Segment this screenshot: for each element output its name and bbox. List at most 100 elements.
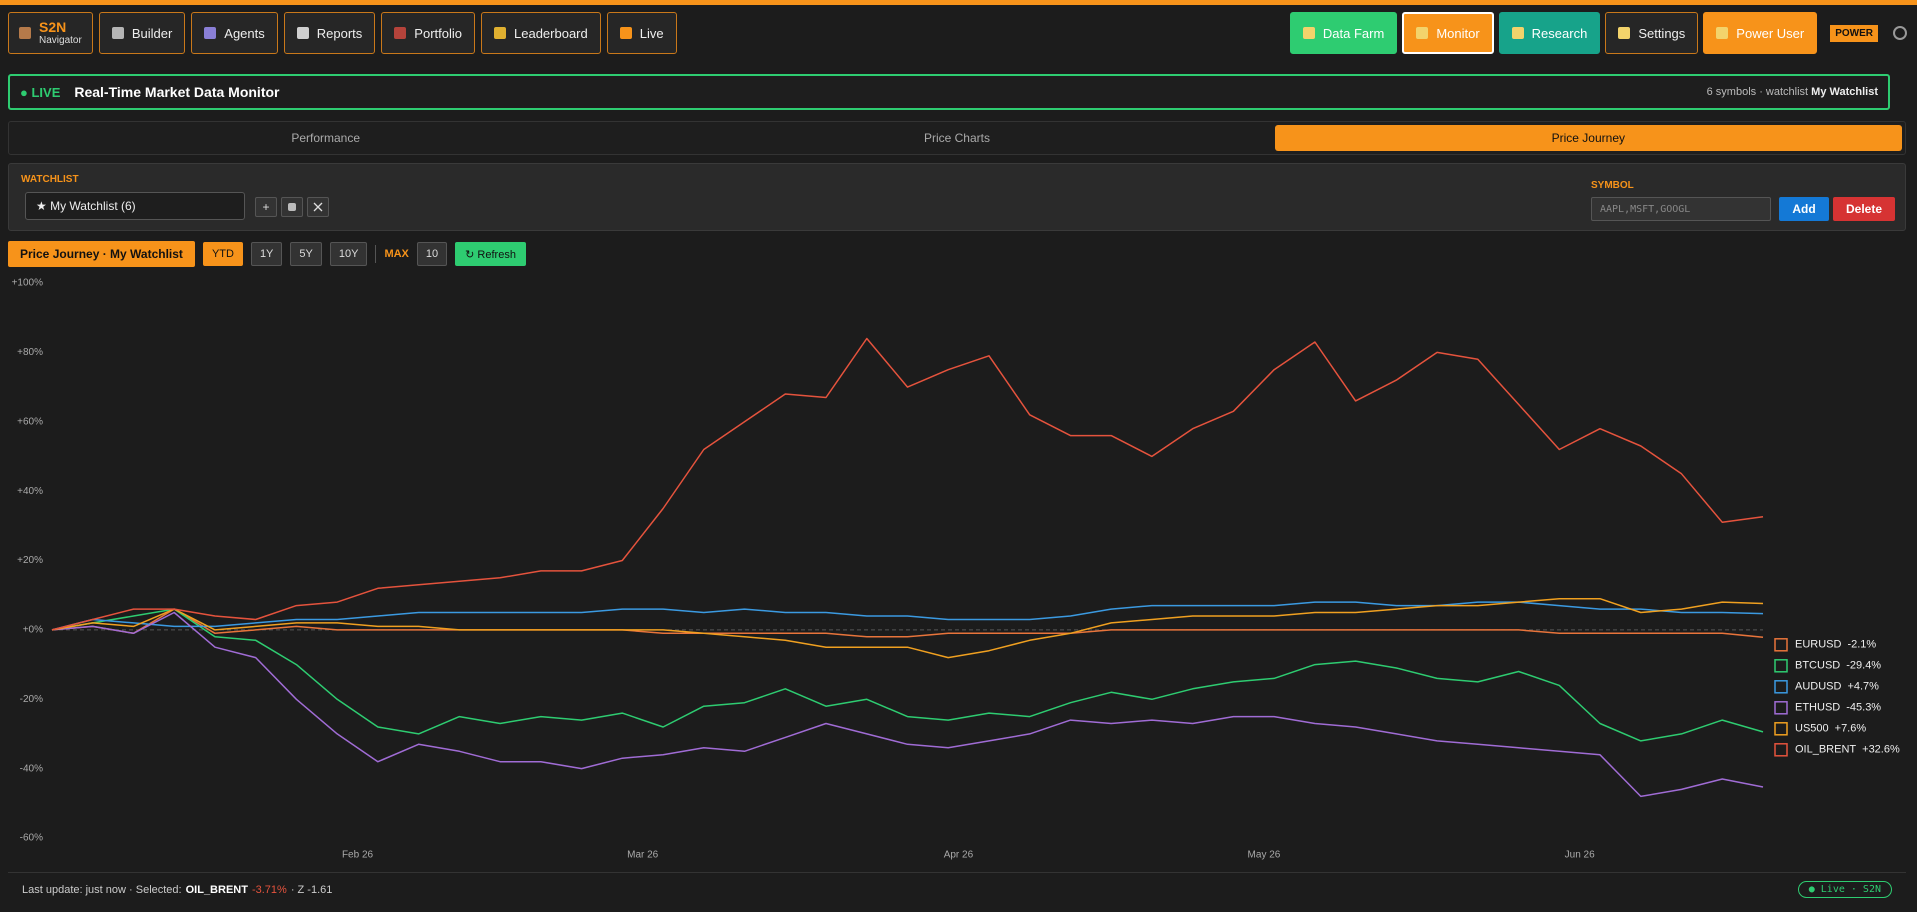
icon <box>1416 27 1429 39</box>
icon <box>204 27 217 39</box>
power-icon[interactable] <box>1893 26 1907 40</box>
legend-swatch <box>1774 722 1788 736</box>
y-tick-label: +20% <box>17 555 43 566</box>
tab[interactable]: Price Charts <box>923 131 990 145</box>
range-button[interactable]: 1Y <box>250 242 283 266</box>
legend-label: BTCUSD <box>1795 660 1840 672</box>
x-tick-label: Feb 26 <box>342 850 374 861</box>
nav-button[interactable]: Agents <box>191 12 278 54</box>
nav-label: Research <box>1531 25 1588 41</box>
nav-button[interactable]: Power User <box>1703 12 1818 54</box>
legend-label: ETHUSD <box>1795 702 1840 714</box>
y-tick-label: +100% <box>12 278 44 289</box>
nav-button[interactable]: Portfolio <box>381 12 475 54</box>
brand-text: S2N Navigator <box>39 19 82 47</box>
nav-button[interactable]: Data Farm <box>1289 12 1398 54</box>
symbol-label: SYMBOL <box>1591 180 1634 191</box>
add-watchlist-button[interactable]: + <box>255 197 277 217</box>
nav-button[interactable]: Monitor <box>1402 12 1494 54</box>
icon <box>111 27 124 39</box>
series-line <box>51 601 1764 631</box>
nav-label: Monitor <box>1436 25 1480 41</box>
x-tick-label: May 26 <box>1248 850 1281 861</box>
chart: +100% +80% +60% +40% +20% +0% -20% -40% -60% Feb … <box>12 278 1900 861</box>
legend-change: +4.7% <box>1847 681 1879 693</box>
remove-watchlist-button[interactable] <box>307 197 329 217</box>
y-tick-label: +40% <box>17 486 43 497</box>
nav-label: Settings <box>1638 25 1686 41</box>
nav-label: Agents <box>224 25 265 41</box>
nav-button[interactable]: Builder <box>98 12 186 54</box>
nav-button[interactable]: Settings <box>1605 12 1699 54</box>
legend-label: OIL_BRENT <box>1795 744 1856 756</box>
y-tick-label: -40% <box>20 763 43 774</box>
status-bar: Last update: just now · Selected: OIL_BR… <box>8 872 1906 906</box>
tab[interactable]: Performance <box>291 131 361 145</box>
legend-swatch <box>1774 680 1788 694</box>
icon <box>1302 27 1315 39</box>
brand[interactable]: S2N Navigator <box>8 12 93 54</box>
header-title: Real-Time Market Data Monitor <box>74 84 280 100</box>
x-tick-label: Mar 26 <box>627 850 659 861</box>
range-button[interactable]: 10Y <box>329 242 368 266</box>
nav-label: Data Farm <box>1322 25 1385 41</box>
nav-left: S2N Navigator Builder Agents Reports Portfo… <box>8 12 677 54</box>
meta-text: 6 symbols · watchlist <box>1706 86 1809 98</box>
nav-label: Builder <box>131 25 173 41</box>
max-select[interactable]: 10 <box>416 242 448 266</box>
legend-change: +7.6% <box>1835 723 1867 735</box>
add-button[interactable]: Add <box>1779 197 1829 221</box>
y-tick-label: +60% <box>17 416 43 427</box>
delete-button[interactable]: Delete <box>1833 197 1895 221</box>
icon <box>394 27 407 39</box>
legend-swatch <box>1774 638 1788 652</box>
legend-change: -45.3% <box>1846 702 1881 714</box>
live-status: ● LIVE <box>20 84 61 100</box>
chart-title: Price Journey · My Watchlist <box>8 241 195 267</box>
range-button[interactable]: 5Y <box>290 242 322 266</box>
nav-button[interactable]: Live <box>606 12 677 54</box>
tabs: Performance Price Charts Price Journey <box>8 121 1906 155</box>
series-line <box>51 337 1764 631</box>
edit-watchlist-button[interactable] <box>281 197 303 217</box>
icon <box>288 203 296 211</box>
y-tick-label: +80% <box>17 347 43 358</box>
series-line <box>51 608 1764 638</box>
watchlist-panel: WATCHLIST ★ My Watchlist (6) + SYMBOL AA… <box>8 163 1906 231</box>
meta-watchlist: My Watchlist <box>1811 86 1878 98</box>
watchlist-select[interactable]: ★ My Watchlist (6) <box>25 192 245 220</box>
tab[interactable]: Price Journey <box>1274 125 1902 151</box>
top-accent <box>0 0 1917 5</box>
y-tick-label: -20% <box>20 694 43 705</box>
legend-swatch <box>1774 701 1788 715</box>
legend-label: EURUSD <box>1795 639 1842 651</box>
series-line <box>51 608 1764 742</box>
nav-button[interactable]: Research <box>1498 12 1601 54</box>
nav-label: Reports <box>316 25 363 41</box>
icon <box>494 27 506 39</box>
nav-button[interactable]: Reports <box>283 12 376 54</box>
range-button[interactable]: YTD <box>202 242 243 266</box>
y-tick-label: +0% <box>23 625 43 636</box>
watchlist-label: WATCHLIST <box>21 174 79 185</box>
icon <box>1716 27 1729 39</box>
legend-label: US500 <box>1795 723 1829 735</box>
refresh-button[interactable]: ↻ Refresh <box>455 242 526 266</box>
icon <box>296 27 309 39</box>
nav-label: Power User <box>1736 25 1805 41</box>
legend-change: +32.6% <box>1862 744 1900 756</box>
nav-button[interactable]: Leaderboard <box>481 12 601 54</box>
brand-subtitle: Navigator <box>39 35 82 46</box>
chart-toolbar: Price Journey · My Watchlist YTD 1Y 5Y 10Y M… <box>8 241 526 267</box>
symbol-input[interactable]: AAPL,MSFT,GOOGL <box>1591 197 1771 221</box>
y-tick-label: -60% <box>20 833 43 844</box>
icon <box>313 202 323 212</box>
nav-label: Leaderboard <box>514 25 588 41</box>
status-change: -3.71% <box>251 883 287 896</box>
status-text: Last update: just now · Selected: <box>22 883 182 896</box>
brand-title: S2N <box>39 19 67 35</box>
header-meta: 6 symbols · watchlist My Watchlist <box>1707 86 1878 98</box>
legend-swatch <box>1774 743 1788 757</box>
status-selected: OIL_BRENT <box>185 883 248 896</box>
